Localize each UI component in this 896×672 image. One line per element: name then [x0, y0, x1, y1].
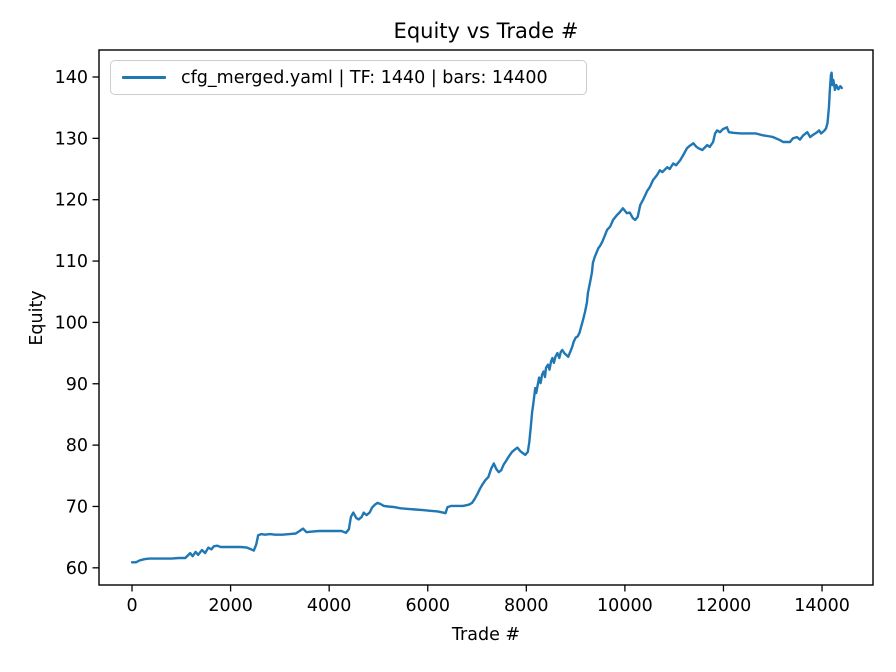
y-tick-label: 130 — [55, 129, 88, 149]
x-tick-label: 4000 — [307, 596, 352, 616]
y-axis-label: Equity — [27, 290, 47, 346]
equity-curve — [130, 71, 843, 564]
x-tick-label: 0 — [126, 596, 137, 616]
x-axis-label: Trade # — [451, 625, 521, 645]
axes-spines — [98, 49, 874, 586]
y-tick-label: 80 — [66, 436, 88, 456]
x-tick-label: 12000 — [696, 596, 752, 616]
x-tick-label: 2000 — [208, 596, 253, 616]
y-tick-label: 110 — [55, 252, 88, 272]
y-tick-label: 120 — [55, 191, 88, 211]
y-tick-label: 70 — [66, 497, 88, 517]
legend-label: cfg_merged.yaml | TF: 1440 | bars: 14400 — [181, 67, 548, 88]
legend: cfg_merged.yaml | TF: 1440 | bars: 14400 — [110, 60, 587, 95]
y-tick-label: 60 — [66, 559, 88, 579]
y-tick-label: 90 — [66, 375, 88, 395]
x-tick-label: 6000 — [405, 596, 450, 616]
y-tick-label: 100 — [55, 313, 88, 333]
x-tick-label: 14000 — [794, 596, 850, 616]
x-tick-label: 10000 — [597, 596, 653, 616]
y-tick-label: 140 — [55, 68, 88, 88]
chart-title: Equity vs Trade # — [393, 19, 579, 43]
x-tick-label: 8000 — [504, 596, 549, 616]
legend-line-icon — [122, 76, 166, 79]
